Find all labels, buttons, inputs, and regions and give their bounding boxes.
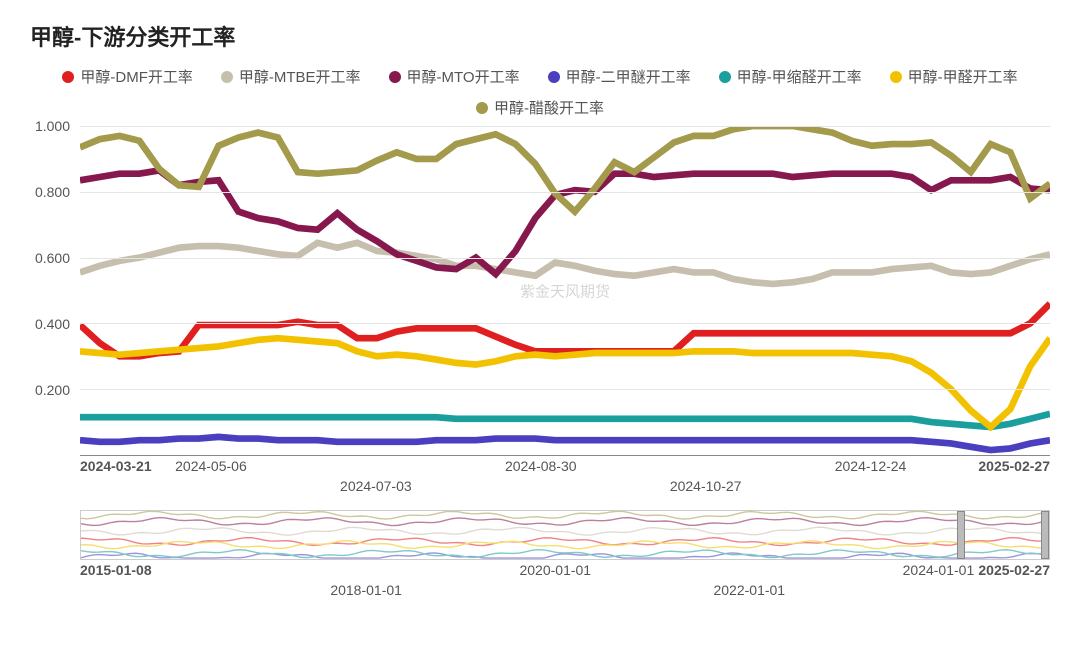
legend-label: 甲醇-二甲醚开工率 xyxy=(566,66,691,87)
legend-marker xyxy=(389,71,401,83)
x-tick-label: 2024-05-06 xyxy=(175,458,247,474)
legend-item[interactable]: 甲醇-MTBE开工率 xyxy=(221,66,361,87)
legend-label: 甲醇-DMF开工率 xyxy=(80,66,193,87)
legend-label: 甲醇-甲醛开工率 xyxy=(908,66,1018,87)
legend-label: 甲醇-醋酸开工率 xyxy=(494,97,604,118)
series-line xyxy=(80,243,1050,284)
y-tick-label: 1.000 xyxy=(35,118,76,134)
y-axis: 0.2000.4000.6000.8001.000 xyxy=(30,126,76,456)
legend-label: 甲醇-MTO开工率 xyxy=(407,66,520,87)
legend-item[interactable]: 甲醇-甲缩醛开工率 xyxy=(719,66,862,87)
overview-x-axis: 2015-01-08 2018-01-01 2020-01-01 2022-01-01… xyxy=(80,560,1050,600)
legend-item[interactable]: 甲醇-醋酸开工率 xyxy=(476,97,604,118)
legend-marker xyxy=(221,71,233,83)
legend-marker xyxy=(548,71,560,83)
overview-chart[interactable] xyxy=(80,510,1050,560)
overview-x-tick: 2020-01-01 xyxy=(519,562,591,578)
range-handle-right[interactable] xyxy=(1041,511,1049,559)
series-line xyxy=(80,414,1050,427)
x-tick-label: 2025-02-27 xyxy=(978,458,1050,474)
x-axis: 2024-03-21 2024-05-06 2024-07-03 2024-08-30… xyxy=(80,456,1050,500)
grid-line xyxy=(80,192,1050,193)
y-tick-label: 0.800 xyxy=(35,184,76,200)
x-tick-label: 2024-07-03 xyxy=(340,478,412,494)
legend-marker xyxy=(890,71,902,83)
series-line xyxy=(80,437,1050,450)
chart-title: 甲醇-下游分类开工率 xyxy=(30,20,1050,52)
legend-marker xyxy=(719,71,731,83)
legend-item[interactable]: 甲醇-MTO开工率 xyxy=(389,66,520,87)
x-tick-label: 2024-12-24 xyxy=(835,458,907,474)
legend-item[interactable]: 甲醇-甲醛开工率 xyxy=(890,66,1018,87)
legend-marker xyxy=(62,71,74,83)
legend-label: 甲醇-甲缩醛开工率 xyxy=(737,66,862,87)
y-tick-label: 0.400 xyxy=(35,316,76,332)
x-tick-label: 2024-03-21 xyxy=(80,458,152,474)
range-handle-left[interactable] xyxy=(957,511,965,559)
legend: 甲醇-DMF开工率甲醇-MTBE开工率甲醇-MTO开工率甲醇-二甲醚开工率甲醇-… xyxy=(30,66,1050,118)
x-tick-label: 2024-10-27 xyxy=(670,478,742,494)
overview-x-tick: 2025-02-27 xyxy=(978,562,1050,578)
legend-item[interactable]: 甲醇-二甲醚开工率 xyxy=(548,66,691,87)
overview-x-tick: 2015-01-08 xyxy=(80,562,152,578)
plot-area: 紫金天风期货 xyxy=(80,126,1050,456)
grid-line xyxy=(80,389,1050,390)
line-series xyxy=(80,126,1050,455)
overview-series xyxy=(81,511,1049,559)
x-tick-label: 2024-08-30 xyxy=(505,458,577,474)
grid-line xyxy=(80,258,1050,259)
grid-line xyxy=(80,126,1050,127)
main-chart: 0.2000.4000.6000.8001.000 紫金天风期货 xyxy=(30,126,1050,456)
y-tick-label: 0.600 xyxy=(35,250,76,266)
overview-x-tick: 2024-01-01 xyxy=(903,562,975,578)
overview-x-tick: 2018-01-01 xyxy=(330,582,402,598)
legend-label: 甲醇-MTBE开工率 xyxy=(239,66,361,87)
legend-item[interactable]: 甲醇-DMF开工率 xyxy=(62,66,193,87)
grid-line xyxy=(80,323,1050,324)
series-line xyxy=(80,126,1050,212)
y-tick-label: 0.200 xyxy=(35,382,76,398)
legend-marker xyxy=(476,102,488,114)
overview-x-tick: 2022-01-01 xyxy=(713,582,785,598)
